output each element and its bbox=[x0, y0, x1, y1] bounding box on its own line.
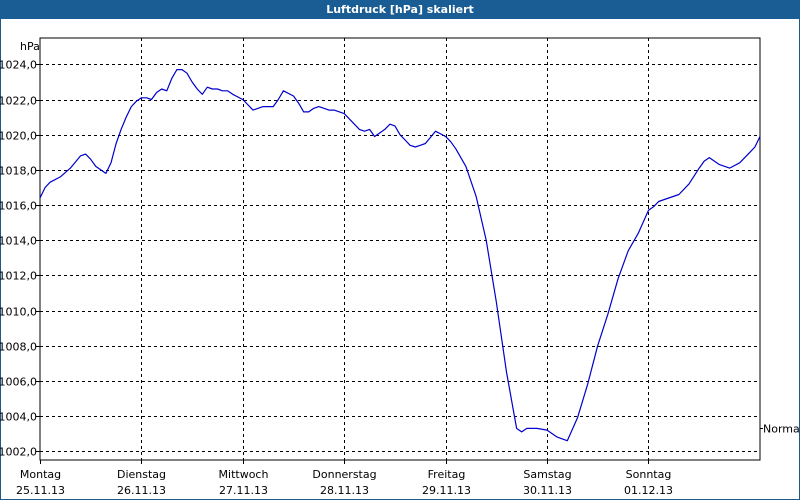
x-tick-date-label: 27.11.13 bbox=[219, 484, 268, 497]
x-tick-day-label: Samstag bbox=[523, 468, 571, 481]
x-tick-day-label: Donnerstag bbox=[312, 468, 376, 481]
y-tick-label: 1016,0 bbox=[0, 200, 37, 213]
y-axis-label: hPa bbox=[20, 40, 40, 53]
y-tick-label: 1022,0 bbox=[0, 95, 37, 108]
y-tick-label: 1024,0 bbox=[0, 59, 37, 72]
y-tick-label: 1020,0 bbox=[0, 130, 37, 143]
plot-area bbox=[39, 37, 761, 461]
y-tick-label: 1004,0 bbox=[0, 411, 37, 424]
y-tick-label: 1002,0 bbox=[0, 446, 37, 459]
x-tick-date-label: 30.11.13 bbox=[523, 484, 572, 497]
y-tick-label: 1012,0 bbox=[0, 270, 37, 283]
y-tick-label: 1014,0 bbox=[0, 235, 37, 248]
pressure-series-line bbox=[39, 68, 761, 442]
x-tick-date-label: 25.11.13 bbox=[16, 484, 65, 497]
normal-reference-label: Normal bbox=[763, 423, 800, 436]
x-tick-date-label: 01.12.13 bbox=[624, 484, 673, 497]
y-tick-label: 1010,0 bbox=[0, 306, 37, 319]
x-tick-day-label: Freitag bbox=[428, 468, 466, 481]
x-tick-day-label: Dienstag bbox=[117, 468, 166, 481]
y-tick-label: 1018,0 bbox=[0, 165, 37, 178]
y-tick-label: 1006,0 bbox=[0, 376, 37, 389]
x-tick-date-label: 28.11.13 bbox=[320, 484, 369, 497]
x-tick-day-label: Mittwoch bbox=[219, 468, 269, 481]
x-tick-date-label: 26.11.13 bbox=[117, 484, 166, 497]
chart-title: Luftdruck [hPa] skaliert bbox=[0, 0, 800, 19]
x-tick-day-label: Sonntag bbox=[626, 468, 672, 481]
x-tick-date-label: 29.11.13 bbox=[422, 484, 471, 497]
y-tick-label: 1008,0 bbox=[0, 341, 37, 354]
x-tick-day-label: Montag bbox=[20, 468, 61, 481]
